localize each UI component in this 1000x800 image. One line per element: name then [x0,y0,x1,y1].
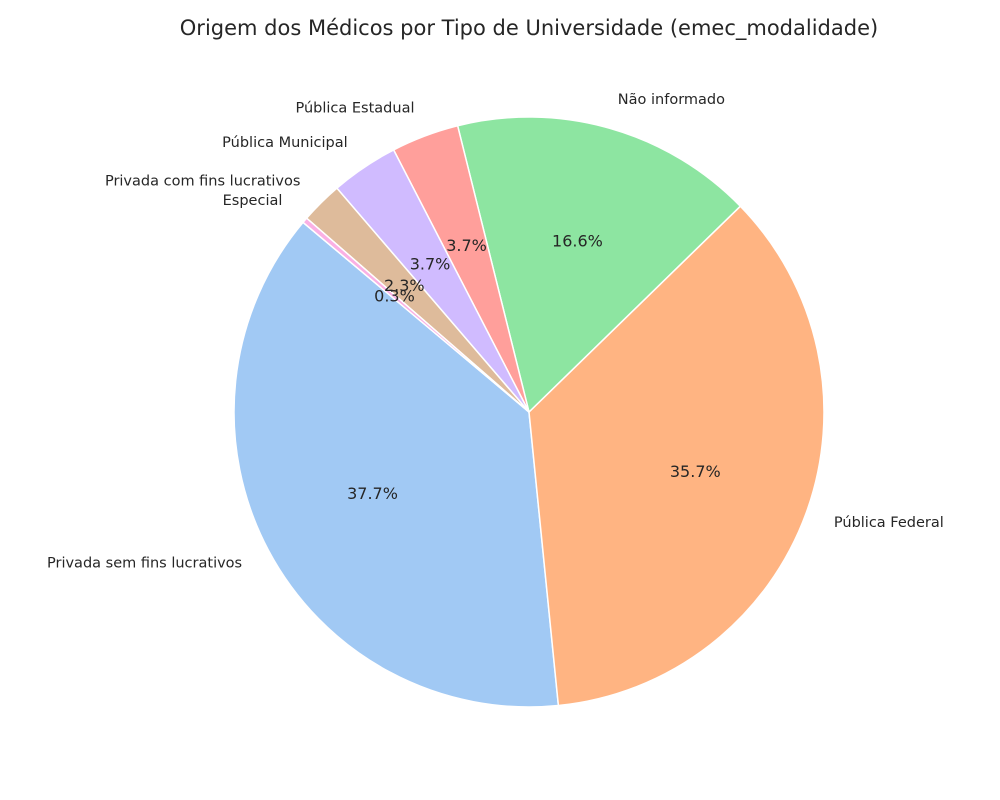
percent-label-publica-estadual: 3.7% [446,236,487,255]
category-label-especial: Especial [223,193,283,209]
category-label-privada-sem-fins-lucrativos: Privada sem fins lucrativos [47,556,242,572]
pie-slice-privada-sem-fins-lucrativos [233,221,560,708]
category-label-privada-com-fins-lucrativos: Privada com fins lucrativos [105,174,300,190]
category-label-nao-informado: Não informado [618,92,725,108]
pie-slices [233,116,825,708]
pie-slice-publica-federal [528,205,825,707]
percent-label-nao-informado: 16.6% [552,231,603,250]
category-label-publica-estadual: Pública Estadual [295,100,414,116]
percent-label-especial: 0.3% [374,286,415,305]
percent-label-publica-federal: 35.7% [670,462,721,481]
pie-labels: Privada sem fins lucrativos 37.7% Pública … [47,92,944,572]
chart-title: Origem dos Médicos por Tipo de Universid… [180,16,878,41]
category-label-publica-municipal: Pública Municipal [222,135,347,151]
percent-label-publica-municipal: 3.7% [410,255,451,274]
category-label-publica-federal: Pública Federal [834,515,944,531]
pie-slice-nao-informado [456,116,742,414]
percent-label-privada-com-fins-lucrativos: 2.3% [384,276,425,295]
pie-slice-especial [301,217,530,413]
percent-label-privada-sem-fins-lucrativos: 37.7% [347,484,398,503]
